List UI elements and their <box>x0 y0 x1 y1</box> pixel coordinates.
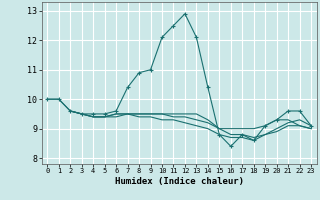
X-axis label: Humidex (Indice chaleur): Humidex (Indice chaleur) <box>115 177 244 186</box>
